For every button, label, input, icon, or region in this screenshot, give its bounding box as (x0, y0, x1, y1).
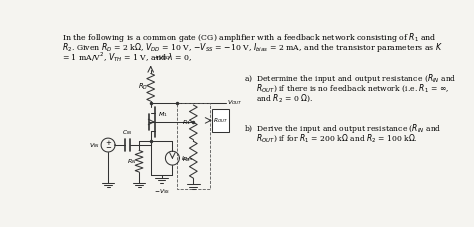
Text: $+V_{DD}$: $+V_{DD}$ (153, 53, 171, 62)
Text: −: − (105, 145, 111, 151)
Text: $V_{IN}$: $V_{IN}$ (89, 141, 100, 150)
Text: and $R_2$ = 0 $\Omega$).: and $R_2$ = 0 $\Omega$). (244, 92, 312, 104)
Text: $R_N$: $R_N$ (127, 157, 137, 166)
Text: $I_{bias}$: $I_{bias}$ (181, 154, 193, 163)
Text: In the following is a common gate (CG) amplifier with a feedback network consist: In the following is a common gate (CG) a… (63, 31, 437, 44)
Text: $R_{OUT}$) if there is no feedback network (i.e. $R_1$ = $\infty$,: $R_{OUT}$) if there is no feedback netwo… (244, 82, 449, 94)
Text: $R_2$: $R_2$ (182, 155, 191, 164)
Text: $R_{OUT}$) if for $R_1$ = 200 k$\Omega$ and $R_2$ = 100 k$\Omega$.: $R_{OUT}$) if for $R_1$ = 200 k$\Omega$ … (244, 132, 418, 144)
Text: a)  Determine the input and output resistance ($R_{IN}$ and: a) Determine the input and output resist… (244, 72, 456, 85)
Text: = 1 mA/V$^2$, $V_{TH}$ = 1 V, and $\lambda$ = 0,: = 1 mA/V$^2$, $V_{TH}$ = 1 V, and $\lamb… (63, 50, 192, 64)
Text: $R_{OUT}$: $R_{OUT}$ (213, 116, 228, 125)
Text: +: + (105, 140, 111, 146)
Text: $R_2$. Given $R_D$ = 2 k$\Omega$, $V_{DD}$ = 10 V, $-V_{SS}$ = $-$10 V, $I_{bias: $R_2$. Given $R_D$ = 2 k$\Omega$, $V_{DD… (63, 41, 443, 54)
Text: $-V_{SS}$: $-V_{SS}$ (154, 188, 171, 196)
Text: $R_1$: $R_1$ (182, 118, 191, 127)
Text: $M_1$: $M_1$ (158, 110, 168, 119)
Text: $C_{IN}$: $C_{IN}$ (122, 128, 133, 137)
Text: $R_D$: $R_D$ (138, 82, 148, 92)
FancyBboxPatch shape (212, 109, 229, 132)
Text: $V_{OUT}$: $V_{OUT}$ (227, 98, 243, 107)
Text: b)  Derive the input and output resistance ($R_{IN}$ and: b) Derive the input and output resistanc… (244, 122, 441, 135)
